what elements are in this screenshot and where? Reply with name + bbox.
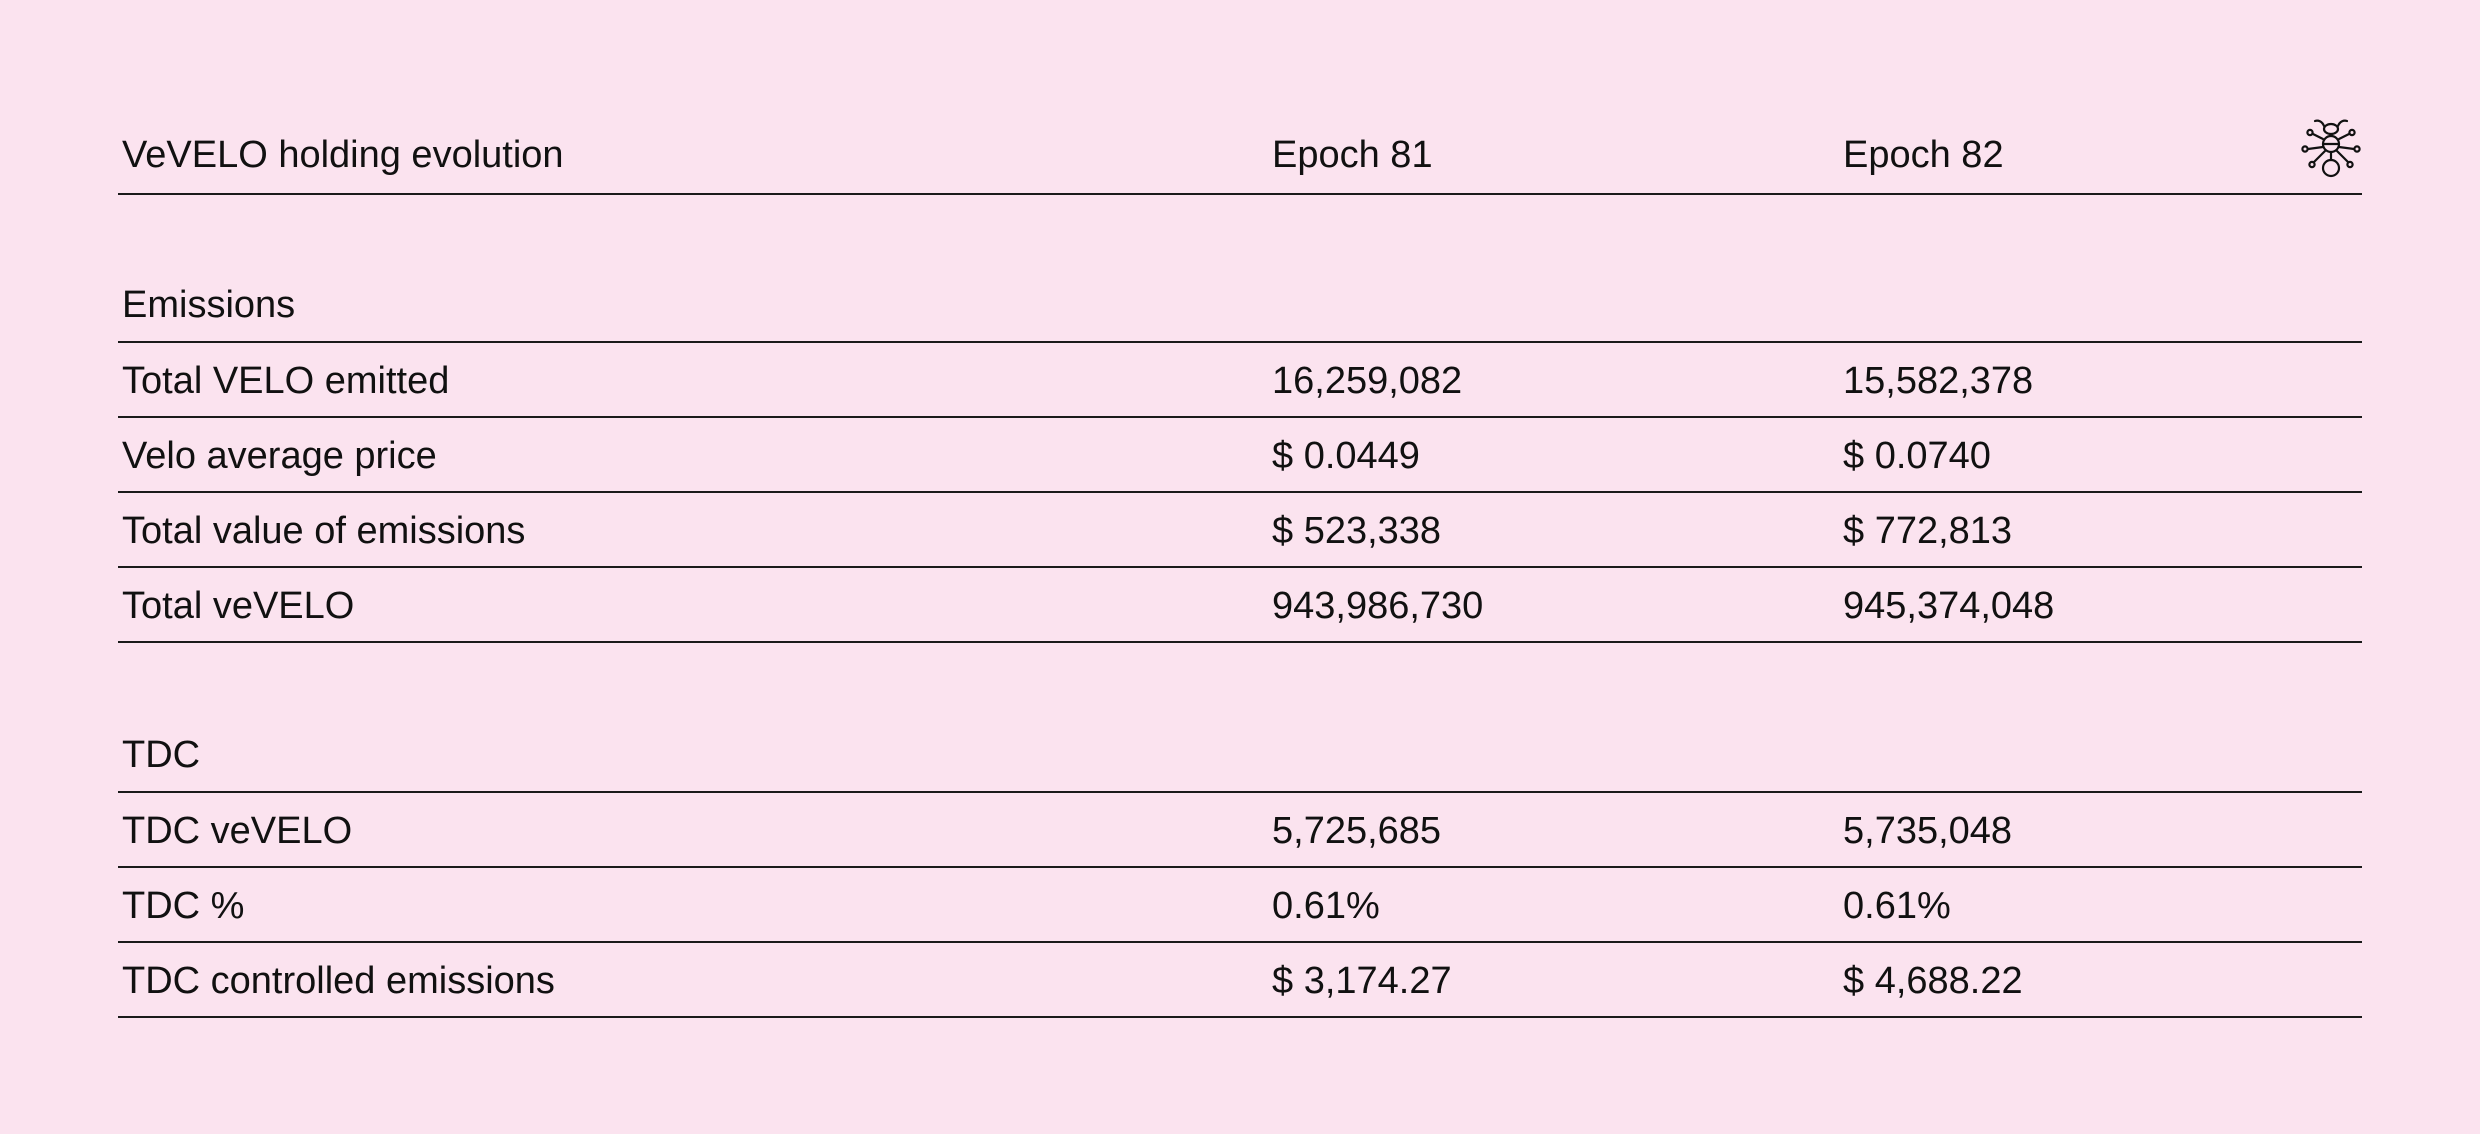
epoch-82-value: 5,735,048 <box>1843 810 2013 852</box>
row-label: Total VELO emitted <box>122 360 450 402</box>
epoch-82-value: $ 4,688.22 <box>1843 960 2023 1002</box>
table-row: Velo average price $ 0.0449 $ 0.0740 <box>118 418 2362 493</box>
epoch-81-value: 16,259,082 <box>1272 360 1463 402</box>
epoch-81-value: $ 3,174.27 <box>1272 960 1452 1002</box>
table-row: Total veVELO 943,986,730 945,374,048 <box>118 568 2362 643</box>
epoch-82-value: $ 772,813 <box>1843 510 2013 552</box>
table-row: TDC veVELO 5,725,685 5,735,048 <box>118 793 2362 868</box>
column-header-epoch-81: Epoch 81 <box>1272 134 1433 176</box>
table-row: Total value of emissions $ 523,338 $ 772… <box>118 493 2362 568</box>
ant-icon <box>2301 119 2361 178</box>
epoch-81-value: $ 0.0449 <box>1272 435 1420 477</box>
table-title: VeVELO holding evolution <box>122 134 564 176</box>
holding-evolution-table: VeVELO holding evolution Epoch 81 Epoch … <box>118 117 2362 1018</box>
section-title-tdc: TDC <box>118 717 2362 793</box>
table-row: TDC controlled emissions $ 3,174.27 $ 4,… <box>118 943 2362 1018</box>
epoch-82-value: 0.61% <box>1843 885 1951 927</box>
row-label: TDC veVELO <box>122 810 353 852</box>
column-header-epoch-82: Epoch 82 <box>1843 134 2004 176</box>
table-row: TDC % 0.61% 0.61% <box>118 868 2362 943</box>
table-header: VeVELO holding evolution Epoch 81 Epoch … <box>118 117 2362 195</box>
row-label: TDC % <box>122 885 245 927</box>
epoch-82-value: 15,582,378 <box>1843 360 2034 402</box>
epoch-81-value: 5,725,685 <box>1272 810 1442 852</box>
section-title: Emissions <box>122 284 296 326</box>
epoch-81-value: 0.61% <box>1272 885 1380 927</box>
epoch-82-value: 945,374,048 <box>1843 585 2055 627</box>
section-title: TDC <box>122 734 201 776</box>
epoch-81-value: $ 523,338 <box>1272 510 1442 552</box>
epoch-81-value: 943,986,730 <box>1272 585 1484 627</box>
table-row: Total VELO emitted 16,259,082 15,582,378 <box>118 343 2362 418</box>
row-label: Velo average price <box>122 435 437 477</box>
row-label: Total veVELO <box>122 585 355 627</box>
epoch-82-value: $ 0.0740 <box>1843 435 1991 477</box>
row-label: TDC controlled emissions <box>122 960 555 1002</box>
row-label: Total value of emissions <box>122 510 526 552</box>
section-title-emissions: Emissions <box>118 267 2362 343</box>
